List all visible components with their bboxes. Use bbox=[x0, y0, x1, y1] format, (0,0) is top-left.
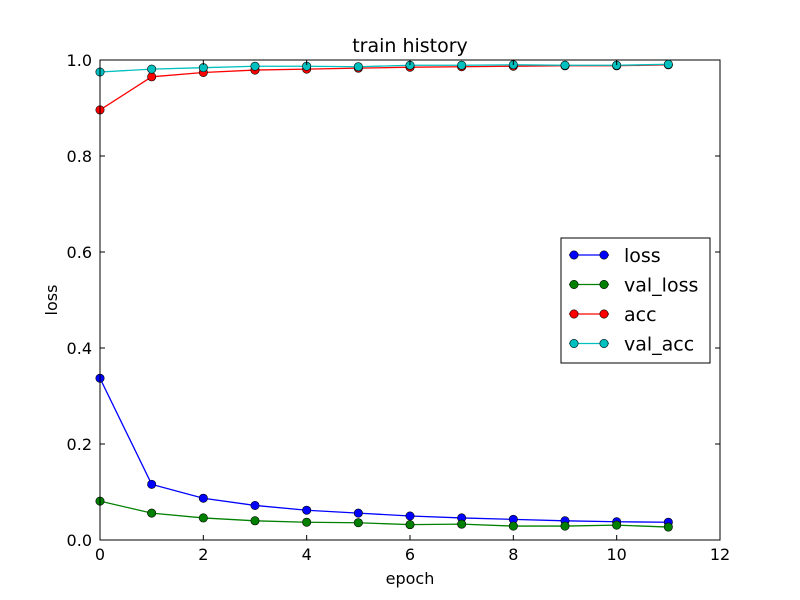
x-tick-label: 4 bbox=[302, 545, 312, 564]
y-tick-label: 0.6 bbox=[67, 243, 92, 262]
data-point-loss-3 bbox=[250, 500, 260, 510]
data-point-loss-6 bbox=[405, 511, 415, 521]
legend-marker-loss bbox=[569, 250, 579, 260]
x-tick-label: 12 bbox=[710, 545, 730, 564]
data-point-val_loss-4 bbox=[302, 517, 312, 527]
legend-label-val_loss: val_loss bbox=[624, 275, 698, 297]
data-point-val_acc-9 bbox=[560, 60, 570, 70]
data-point-val_loss-7 bbox=[457, 519, 467, 529]
y-tick-label: 0.2 bbox=[67, 435, 92, 454]
data-point-val_loss-2 bbox=[198, 513, 208, 523]
data-point-val_loss-8 bbox=[508, 521, 518, 531]
data-point-val_loss-5 bbox=[353, 518, 363, 528]
legend-box bbox=[560, 237, 711, 364]
legend-marker-val_acc bbox=[569, 338, 579, 348]
y-tick-label: 1.0 bbox=[67, 51, 92, 70]
legend-marker-loss bbox=[599, 250, 609, 260]
x-tick-label: 10 bbox=[606, 545, 626, 564]
legend-label-acc: acc bbox=[624, 304, 657, 326]
x-tick-label: 6 bbox=[405, 545, 415, 564]
data-point-val_acc-1 bbox=[147, 64, 157, 74]
legend-label-val_acc: val_acc bbox=[624, 334, 694, 356]
y-axis-label: loss bbox=[42, 285, 61, 316]
x-tick-label: 0 bbox=[95, 545, 105, 564]
data-point-val_acc-7 bbox=[457, 60, 467, 70]
legend-marker-acc bbox=[599, 309, 609, 319]
legend-label-loss: loss bbox=[624, 245, 661, 267]
data-point-val_acc-11 bbox=[663, 59, 673, 69]
data-point-val_loss-1 bbox=[147, 508, 157, 518]
legend-marker-acc bbox=[569, 309, 579, 319]
data-point-loss-1 bbox=[147, 479, 157, 489]
data-point-val_acc-5 bbox=[353, 62, 363, 72]
data-point-val_loss-6 bbox=[405, 520, 415, 530]
data-point-val_loss-3 bbox=[250, 516, 260, 526]
x-tick-label: 2 bbox=[198, 545, 208, 564]
data-point-val_loss-11 bbox=[663, 522, 673, 532]
data-point-val_loss-10 bbox=[612, 520, 622, 530]
y-tick-label: 0.4 bbox=[67, 339, 92, 358]
plot-area: 0 2 4 6 8 10 12 0.0 0.2 0.4 0.6 0.8 1.0 bbox=[67, 51, 731, 564]
data-point-loss-4 bbox=[302, 505, 312, 515]
data-point-val_loss-9 bbox=[560, 521, 570, 531]
data-point-val_acc-3 bbox=[250, 61, 260, 71]
data-point-loss-5 bbox=[353, 508, 363, 518]
y-tick-label: 0.0 bbox=[67, 531, 92, 550]
chart-title: train history bbox=[352, 35, 468, 57]
series-line-val_loss bbox=[99, 500, 669, 528]
legend-marker-val_loss bbox=[569, 279, 579, 289]
series-line-loss bbox=[99, 377, 669, 523]
x-tick-label: 8 bbox=[508, 545, 518, 564]
legend-marker-val_loss bbox=[599, 279, 609, 289]
y-tick-label: 0.8 bbox=[67, 147, 92, 166]
x-axis-label: epoch bbox=[386, 569, 435, 588]
legend-marker-val_acc bbox=[599, 338, 609, 348]
series-line-val_acc bbox=[99, 63, 669, 73]
data-point-acc-1 bbox=[147, 72, 157, 82]
data-point-loss-2 bbox=[198, 493, 208, 503]
